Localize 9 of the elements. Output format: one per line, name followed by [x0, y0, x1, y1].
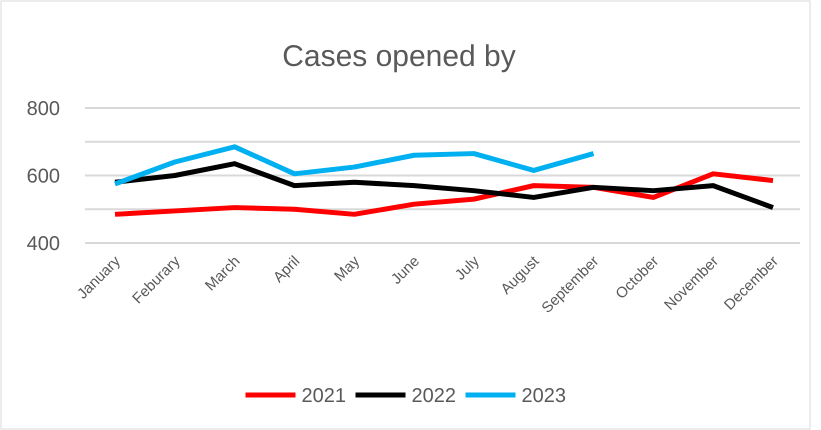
legend-label: 2023: [522, 385, 566, 407]
y-tick-label: 600: [26, 166, 60, 188]
y-tick-label: 400: [26, 233, 60, 255]
legend-label: 2022: [412, 385, 456, 407]
x-tick-label: May: [331, 252, 364, 285]
x-tick-label: July: [452, 252, 484, 284]
legend-label: 2021: [302, 385, 346, 407]
chart-title: Cases opened by: [282, 40, 516, 73]
y-tick-label: 800: [26, 98, 60, 120]
